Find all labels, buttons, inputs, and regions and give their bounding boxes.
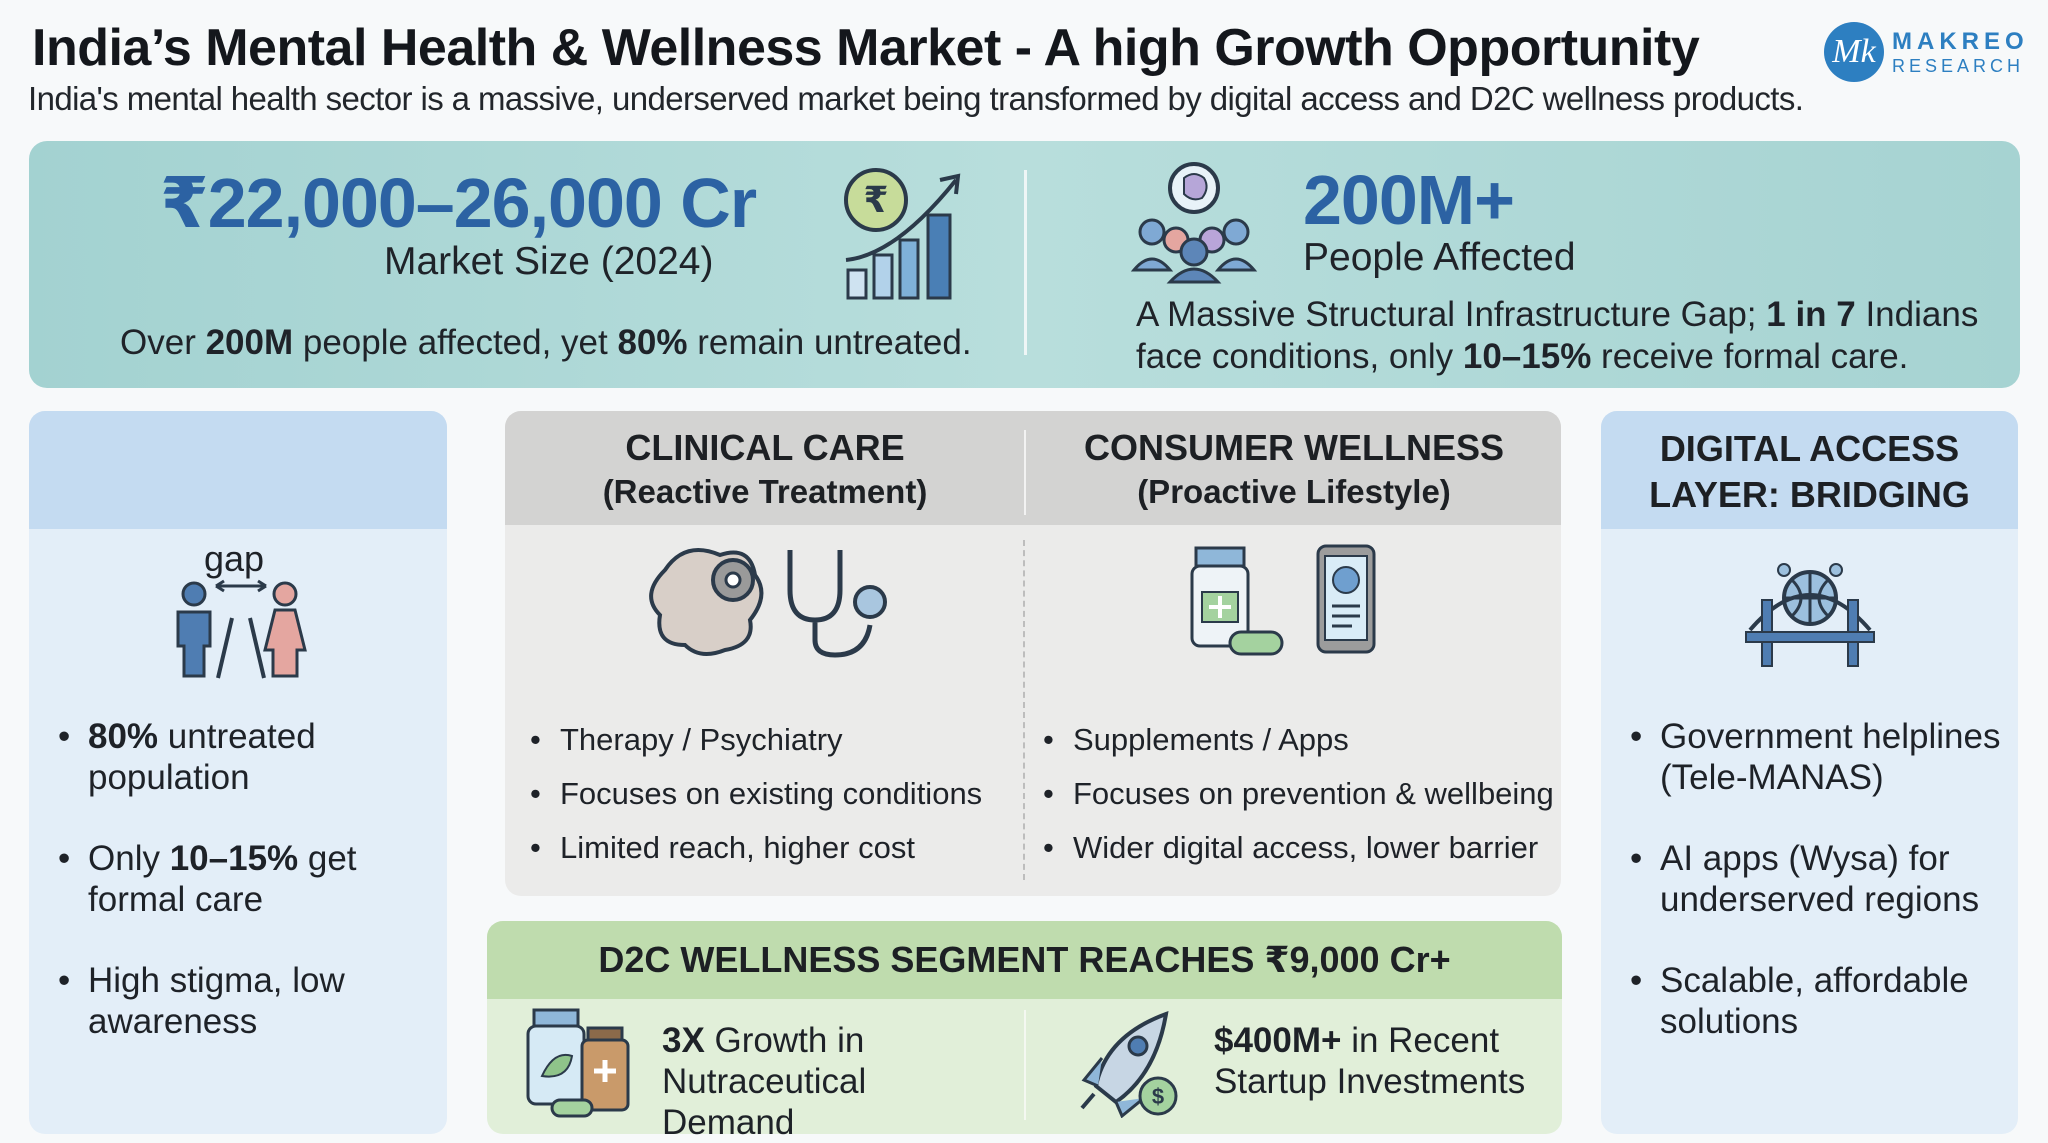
bridge-icon: [1745, 563, 1875, 667]
panel-header: [1601, 411, 2018, 529]
nutraceutical-icon: [526, 1008, 630, 1118]
d2c-stat: 3X Growth in Nutraceutical Demand: [662, 1020, 1002, 1143]
bold-text: 200M: [205, 323, 294, 362]
text: Wider digital access, lower barrier: [1073, 830, 1539, 865]
text: Over: [120, 323, 206, 362]
stat-note: A Massive Structural Infrastructure Gap;…: [1136, 294, 1996, 378]
bullet-item: Wider digital access, lower barrier: [1043, 830, 1554, 866]
svg-text:₹: ₹: [863, 179, 888, 220]
panel-header: [29, 411, 447, 529]
divider: [1023, 540, 1025, 880]
bold-text: 3X: [662, 1021, 705, 1060]
text: get formal care: [88, 839, 357, 919]
bold-text: $400M+: [1214, 1021, 1342, 1060]
page-subtitle: India's mental health sector is a massiv…: [28, 80, 1804, 117]
bullet-item: AI apps (Wysa) for underserved regions: [1630, 838, 2030, 920]
bullet-list: Therapy / Psychiatry Focuses on existing …: [530, 722, 982, 884]
text: Focuses on prevention & wellbeing: [1073, 776, 1554, 811]
text: A Massive Structural Infrastructure Gap;: [1136, 295, 1767, 334]
bold-text: 80%: [88, 717, 159, 756]
clinical-icon: [649, 548, 887, 658]
bold-text: 10–15%: [1462, 337, 1592, 376]
stat-label: People Affected: [1303, 236, 1576, 279]
rocket-icon: $: [1080, 1010, 1178, 1118]
text: Only: [88, 839, 170, 878]
column-subtitle: (Reactive Treatment): [602, 473, 928, 510]
bullet-list: Government helplines (Tele-MANAS) AI apps…: [1630, 716, 2030, 1082]
bullet-item: Limited reach, higher cost: [530, 830, 982, 866]
bold-text: 10–15%: [169, 839, 299, 878]
panel-title: DIGITAL ACCESS LAYER: BRIDGING: [1649, 428, 1970, 515]
text: Limited reach, higher cost: [560, 830, 915, 865]
care-models-panel: [505, 411, 1561, 896]
page-title: India’s Mental Health & Wellness Market …: [32, 19, 1700, 77]
bold-text: 1 in 7: [1766, 295, 1856, 334]
text: Indians face conditions, only: [1136, 295, 1979, 376]
text: Therapy / Psychiatry: [560, 722, 843, 757]
logo-name: MAKREO: [1892, 28, 2029, 55]
text: Supplements / Apps: [1073, 722, 1349, 757]
stat-label: Market Size (2024): [384, 240, 714, 283]
d2c-stat: $400M+ in Recent Startup Investments: [1214, 1020, 1544, 1102]
column-subtitle: (Proactive Lifestyle): [1137, 473, 1451, 510]
stat-value: 200M+: [1303, 161, 1515, 239]
bullet-item: Government helplines (Tele-MANAS): [1630, 716, 2030, 798]
divider: [1024, 1010, 1026, 1120]
people-icon: [1130, 162, 1258, 284]
text: AI apps (Wysa) for underserved regions: [1660, 839, 1980, 919]
svg-text:$: $: [1152, 1084, 1164, 1109]
gap-icon: [176, 579, 307, 679]
text: Government helplines (Tele-MANAS): [1660, 717, 2001, 797]
bullet-item: Supplements / Apps: [1043, 722, 1554, 758]
d2c-title: D2C WELLNESS SEGMENT REACHES ₹9,000 Cr+: [598, 939, 1451, 980]
bullet-item: Scalable, affordable solutions: [1630, 960, 2030, 1042]
column-title: CONSUMER WELLNESS: [1083, 427, 1504, 468]
wellness-icon: [1190, 544, 1376, 656]
logo-tagline: RESEARCH: [1892, 56, 2025, 76]
text: people affected, yet: [293, 323, 618, 362]
bullet-item: High stigma, low awareness: [58, 960, 448, 1042]
divider: [1024, 430, 1026, 515]
stat-note: Over 200M people affected, yet 80% remai…: [120, 322, 972, 364]
bullet-list: Supplements / Apps Focuses on prevention …: [1043, 722, 1554, 884]
panel-header: [505, 411, 1561, 525]
logo-mark: Mk: [1824, 22, 1884, 82]
bullet-list: 80% untreated population Only 10–15% get …: [58, 716, 448, 1082]
text: Scalable, affordable solutions: [1660, 961, 1969, 1041]
bullet-item: Focuses on prevention & wellbeing: [1043, 776, 1554, 812]
growth-icon: ₹: [844, 168, 961, 300]
text: Focuses on existing conditions: [560, 776, 983, 811]
text: untreated population: [88, 717, 316, 797]
divider: [1024, 170, 1027, 355]
text: remain untreated.: [687, 323, 972, 362]
icon-label: gap: [204, 538, 265, 579]
bullet-item: Therapy / Psychiatry: [530, 722, 982, 758]
text: in Recent Startup Investments: [1214, 1021, 1526, 1101]
column-title: CLINICAL CARE: [625, 427, 905, 468]
bullet-item: Only 10–15% get formal care: [58, 838, 448, 920]
bullet-item: Focuses on existing conditions: [530, 776, 983, 812]
stat-value: ₹22,000–26,000 Cr: [160, 164, 757, 242]
text: receive formal care.: [1591, 337, 1909, 376]
text: High stigma, low awareness: [88, 961, 345, 1041]
text: Growth in Nutraceutical Demand: [662, 1021, 867, 1142]
panel-header: [487, 921, 1562, 999]
bold-text: 80%: [617, 323, 688, 362]
bullet-item: 80% untreated population: [58, 716, 448, 798]
